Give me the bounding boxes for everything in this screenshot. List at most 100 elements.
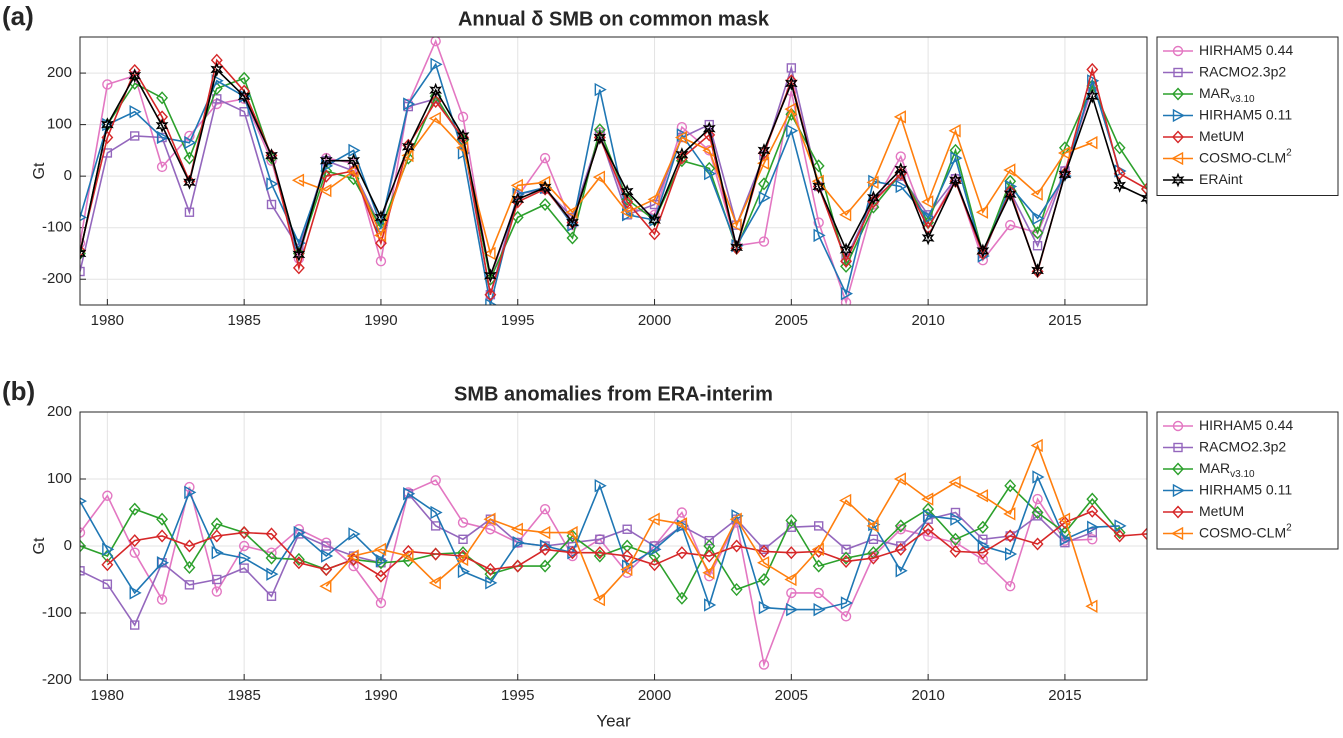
marker: [1086, 504, 1099, 518]
marker: [484, 562, 497, 576]
legend-label: MetUM: [1199, 128, 1244, 144]
legend-name: COSMO-CLM: [1199, 524, 1286, 540]
marker: [346, 549, 359, 563]
marker: [539, 197, 552, 212]
legend-subscript: v3.10: [1230, 469, 1255, 480]
marker: [319, 153, 333, 169]
marker: [129, 547, 140, 558]
marker: [784, 572, 797, 587]
marker: [373, 228, 387, 243]
marker: [621, 195, 634, 209]
marker: [703, 128, 716, 142]
marker: [676, 519, 689, 533]
marker: [375, 554, 388, 568]
marker: [1032, 211, 1045, 226]
y-tick-label: -200: [42, 270, 72, 287]
y-tick-label: -100: [42, 219, 72, 236]
legend-marker: [1172, 45, 1184, 57]
marker: [1085, 599, 1098, 613]
marker: [758, 600, 771, 615]
legend-label: HIRHAM5 0.44: [1199, 42, 1293, 58]
marker: [80, 266, 85, 277]
x-tick-label: 1995: [501, 687, 534, 704]
legend-label: MARv3.10: [1199, 460, 1255, 480]
marker: [785, 513, 798, 528]
marker: [1032, 470, 1045, 484]
marker: [375, 597, 387, 609]
marker: [456, 552, 469, 567]
marker: [429, 82, 443, 98]
marker: [320, 562, 333, 576]
marker: [840, 554, 852, 568]
marker: [1030, 438, 1043, 453]
marker: [676, 507, 688, 518]
y-tick-label: 100: [47, 116, 72, 133]
marker: [183, 560, 196, 574]
y-axis-label: Gt: [31, 162, 48, 179]
marker: [592, 170, 606, 184]
marker: [292, 556, 305, 570]
panel: -200 -100 0 100 200 1980 1985 1990 1995 2000 2005 2…: [2, 376, 1148, 730]
marker: [538, 525, 551, 540]
marker: [430, 57, 443, 71]
legend-label: COSMO-CLM2: [1199, 522, 1292, 540]
marker: [950, 151, 963, 165]
marker: [866, 175, 879, 190]
series-line: [80, 484, 1121, 600]
marker: [403, 97, 416, 111]
marker: [977, 554, 989, 565]
legend-name: HIRHAM5 0.11: [1199, 481, 1292, 497]
marker: [1003, 163, 1016, 177]
marker: [184, 580, 195, 590]
marker: [840, 259, 852, 273]
marker: [80, 244, 86, 258]
marker: [457, 111, 469, 123]
y-tick-label: 200: [47, 403, 72, 420]
marker: [593, 130, 607, 145]
legend-label: ERAint: [1199, 171, 1243, 187]
marker: [566, 546, 579, 560]
marker: [80, 566, 85, 576]
marker: [80, 246, 87, 261]
marker: [813, 217, 824, 228]
marker: [266, 591, 277, 601]
marker: [786, 587, 797, 599]
marker: [1113, 178, 1127, 193]
marker: [129, 586, 142, 600]
marker: [893, 110, 906, 124]
marker: [894, 162, 908, 177]
marker: [620, 205, 633, 219]
marker: [1032, 241, 1043, 251]
legend-label: RACMO2.3p2: [1199, 63, 1286, 79]
marker: [1003, 507, 1016, 521]
y-tick-label: -100: [42, 604, 72, 621]
marker: [239, 107, 249, 117]
marker: [1113, 529, 1126, 543]
marker: [457, 517, 469, 528]
marker: [786, 602, 799, 617]
legend-label: MetUM: [1199, 503, 1244, 519]
marker: [374, 210, 388, 225]
marker: [1031, 263, 1044, 278]
marker: [401, 549, 414, 563]
marker: [976, 546, 989, 560]
marker: [130, 620, 140, 630]
marker: [375, 236, 387, 250]
legend-box: [1156, 411, 1339, 550]
legend-marker: [1172, 483, 1185, 498]
marker: [510, 178, 523, 193]
marker: [840, 596, 854, 610]
marker: [1058, 167, 1072, 182]
marker: [811, 542, 824, 557]
marker: [184, 485, 197, 500]
marker: [102, 490, 113, 501]
legend-marker: [1171, 526, 1184, 541]
x-tick-label: 2010: [911, 312, 944, 329]
marker: [704, 598, 717, 612]
marker: [321, 541, 331, 551]
marker: [1087, 74, 1100, 88]
marker: [456, 141, 469, 155]
marker: [949, 544, 962, 558]
marker: [649, 542, 662, 557]
